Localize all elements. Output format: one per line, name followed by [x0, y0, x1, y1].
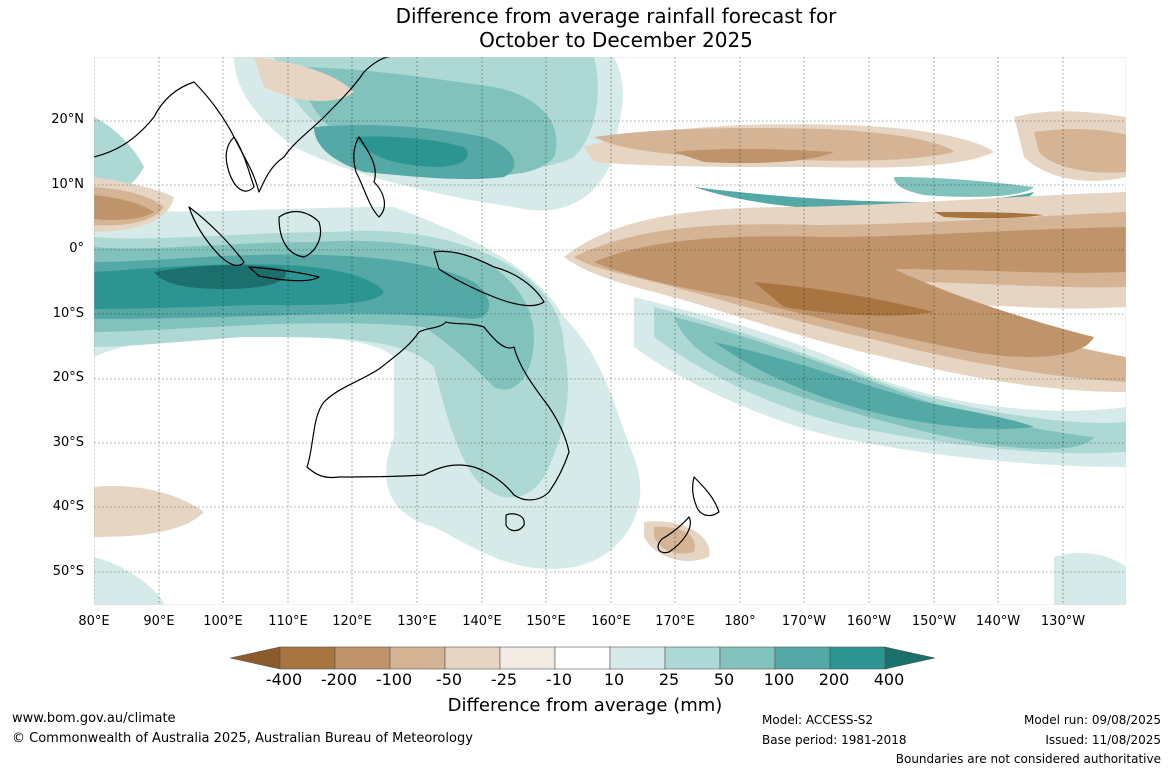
legend-tick: 10 — [603, 670, 625, 689]
lon-label-150w: 150°W — [911, 614, 957, 629]
legend-tick: -50 — [435, 670, 463, 689]
legend-tick: -10 — [545, 670, 573, 689]
new-zealand-south — [657, 516, 691, 554]
legend-tick: -25 — [490, 670, 518, 689]
legend-swatch — [334, 646, 391, 670]
legend-swatch — [884, 646, 936, 670]
model-name: Model: ACCESS-S2 — [762, 713, 874, 727]
colour-legend — [230, 646, 936, 670]
lon-label-130e: 130°E — [397, 614, 437, 629]
lon-label-90e: 90°E — [143, 614, 175, 629]
legend-swatch — [719, 646, 776, 670]
lon-label-140e: 140°E — [462, 614, 502, 629]
lon-label-120e: 120°E — [332, 614, 372, 629]
lat-label-50s: 50°S — [52, 564, 84, 579]
base-period: Base period: 1981-2018 — [762, 733, 907, 747]
tasmania-coastline — [505, 513, 525, 532]
model-run-date: Model run: 09/08/2025 — [1023, 713, 1161, 727]
legend-tick: -100 — [375, 670, 413, 689]
title-line-2: October to December 2025 — [479, 28, 753, 52]
lat-label-40s: 40°S — [52, 499, 84, 514]
legend-swatch — [389, 646, 446, 670]
borneo-coastline — [278, 210, 322, 258]
legend-swatch — [829, 646, 886, 670]
legend-swatch — [279, 646, 336, 670]
legend-tick: 200 — [818, 670, 850, 689]
lon-label-160e: 160°E — [591, 614, 631, 629]
java-coastline — [248, 266, 320, 282]
lat-label-30s: 30°S — [52, 435, 84, 450]
anomaly-negative-strong — [754, 212, 1044, 316]
lat-label-0: 0° — [69, 241, 84, 256]
legend-swatch — [664, 646, 721, 670]
anomaly-negative-moderate — [94, 148, 1126, 357]
title-line-1: Difference from average rainfall forecas… — [395, 4, 837, 28]
legend-title: Difference from average (mm) — [447, 695, 723, 716]
issued-date: Issued: 11/08/2025 — [1045, 733, 1161, 747]
website-link[interactable]: www.bom.gov.au/climate — [12, 711, 176, 726]
copyright-text: © Commonwealth of Australia 2025, Austra… — [12, 731, 473, 746]
indochina-coastline — [225, 136, 255, 192]
lon-label-170e: 170°E — [655, 614, 695, 629]
asia-coastline — [94, 57, 390, 193]
legend-tick: 100 — [763, 670, 795, 689]
legend-swatch — [444, 646, 501, 670]
legend-swatch — [230, 646, 281, 670]
legend-tick: 50 — [713, 670, 735, 689]
australia-coastline — [306, 321, 570, 501]
lon-label-140w: 140°W — [975, 614, 1021, 629]
new-zealand-north — [692, 476, 720, 517]
lat-label-10s: 10°S — [52, 306, 84, 321]
legend-tick: 400 — [873, 670, 905, 689]
lon-label-80e: 80°E — [78, 614, 110, 629]
graticule — [94, 57, 1126, 605]
rainfall-anomaly-map — [94, 57, 1126, 605]
philippines-coastline — [353, 136, 386, 218]
sumatra-coastline — [188, 206, 245, 267]
legend-swatch — [554, 646, 611, 670]
lon-label-150e: 150°E — [526, 614, 566, 629]
lon-label-110e: 110°E — [268, 614, 308, 629]
lon-label-160w: 160°W — [846, 614, 892, 629]
boundaries-disclaimer: Boundaries are not considered authoritat… — [895, 752, 1161, 766]
lat-label-20n: 20°N — [51, 112, 84, 127]
lat-label-20s: 20°S — [52, 370, 84, 385]
lon-label-130w: 130°W — [1040, 614, 1086, 629]
legend-swatches — [230, 646, 936, 670]
lon-label-180: 180° — [724, 614, 756, 629]
coastlines — [94, 57, 720, 554]
legend-swatch — [499, 646, 556, 670]
legend-swatch — [609, 646, 666, 670]
legend-tick: -200 — [320, 670, 358, 689]
lat-label-10n: 10°N — [51, 177, 84, 192]
map-title: Difference from average rainfall forecas… — [0, 4, 1173, 52]
new-guinea-coastline — [433, 250, 545, 307]
legend-tick: 25 — [658, 670, 680, 689]
legend-swatch — [774, 646, 831, 670]
lon-label-100e: 100°E — [203, 614, 243, 629]
lon-label-170w: 170°W — [781, 614, 827, 629]
legend-tick: -400 — [265, 670, 303, 689]
